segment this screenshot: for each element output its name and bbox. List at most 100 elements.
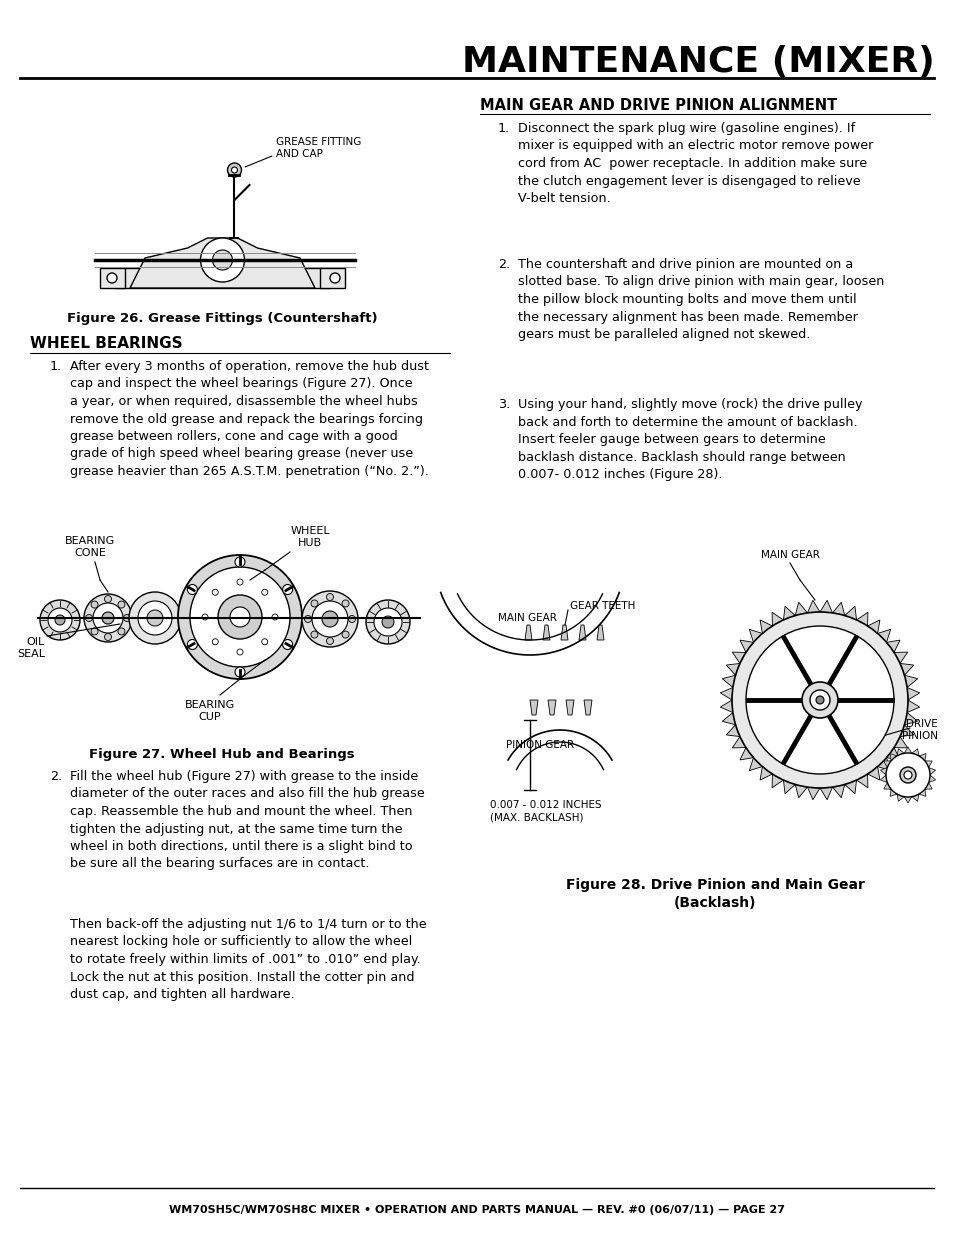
Text: GEAR TEETH: GEAR TEETH: [569, 601, 635, 611]
Circle shape: [311, 631, 317, 638]
Circle shape: [123, 615, 131, 621]
Polygon shape: [820, 787, 832, 800]
Polygon shape: [889, 753, 896, 761]
Circle shape: [118, 627, 125, 635]
Text: Then back-off the adjusting nut 1/6 to 1/4 turn or to the
nearest locking hole o: Then back-off the adjusting nut 1/6 to 1…: [70, 918, 426, 1002]
Polygon shape: [760, 620, 772, 634]
Polygon shape: [899, 663, 913, 676]
Text: BEARING
CONE: BEARING CONE: [65, 536, 115, 558]
Circle shape: [236, 579, 243, 585]
Circle shape: [342, 600, 349, 606]
Polygon shape: [771, 613, 782, 626]
Circle shape: [213, 249, 233, 270]
Polygon shape: [903, 747, 911, 753]
Circle shape: [809, 690, 829, 710]
Polygon shape: [560, 625, 567, 640]
Text: GREASE FITTING
AND CAP: GREASE FITTING AND CAP: [276, 137, 361, 159]
Polygon shape: [597, 625, 603, 640]
Circle shape: [801, 682, 837, 718]
Circle shape: [227, 163, 241, 177]
Polygon shape: [889, 789, 896, 797]
Polygon shape: [880, 776, 886, 783]
Circle shape: [236, 650, 243, 655]
Text: MAIN GEAR: MAIN GEAR: [760, 550, 819, 559]
Polygon shape: [732, 736, 745, 748]
Polygon shape: [740, 640, 753, 652]
Circle shape: [212, 638, 218, 645]
Circle shape: [311, 600, 317, 606]
Circle shape: [190, 567, 290, 667]
Circle shape: [92, 603, 123, 634]
Polygon shape: [927, 776, 935, 783]
Circle shape: [366, 600, 410, 643]
Polygon shape: [782, 781, 795, 794]
Circle shape: [105, 595, 112, 603]
Text: 2.: 2.: [50, 769, 62, 783]
Text: After every 3 months of operation, remove the hub dust
cap and inspect the wheel: After every 3 months of operation, remov…: [70, 359, 429, 478]
Polygon shape: [885, 747, 899, 760]
Text: The countershaft and drive pinion are mounted on a
slotted base. To align drive : The countershaft and drive pinion are mo…: [517, 258, 883, 341]
Polygon shape: [896, 794, 903, 802]
Polygon shape: [918, 753, 925, 761]
Circle shape: [261, 638, 268, 645]
Polygon shape: [530, 700, 537, 715]
Polygon shape: [844, 606, 856, 620]
Polygon shape: [877, 757, 890, 771]
Text: WHEEL
HUB: WHEEL HUB: [290, 526, 330, 548]
Text: Figure 26. Grease Fittings (Countershaft): Figure 26. Grease Fittings (Countershaft…: [67, 312, 377, 325]
Circle shape: [232, 167, 237, 173]
Polygon shape: [782, 606, 795, 620]
Circle shape: [899, 767, 915, 783]
Polygon shape: [885, 640, 899, 652]
Polygon shape: [565, 700, 574, 715]
Circle shape: [105, 634, 112, 641]
Text: WM70SH5C/WM70SH8C MIXER • OPERATION AND PARTS MANUAL — REV. #0 (06/07/11) — PAGE: WM70SH5C/WM70SH8C MIXER • OPERATION AND …: [169, 1205, 784, 1215]
Polygon shape: [893, 736, 907, 748]
Polygon shape: [732, 652, 745, 663]
Circle shape: [202, 614, 208, 620]
Polygon shape: [923, 783, 931, 789]
Text: 0.007 - 0.012 INCHES
(MAX. BACKLASH): 0.007 - 0.012 INCHES (MAX. BACKLASH): [490, 800, 601, 823]
Text: OIL
SEAL: OIL SEAL: [17, 637, 45, 659]
Circle shape: [342, 631, 349, 638]
Circle shape: [304, 615, 312, 622]
Circle shape: [326, 637, 334, 645]
Circle shape: [200, 238, 244, 282]
Text: MAIN GEAR: MAIN GEAR: [497, 613, 557, 622]
Polygon shape: [906, 688, 919, 700]
Text: MAINTENANCE (MIXER): MAINTENANCE (MIXER): [462, 44, 934, 79]
Circle shape: [138, 601, 172, 635]
Circle shape: [40, 600, 80, 640]
Circle shape: [147, 610, 163, 626]
Circle shape: [107, 273, 117, 283]
Circle shape: [91, 601, 98, 608]
Polygon shape: [832, 784, 844, 798]
Polygon shape: [725, 725, 740, 736]
Text: Disconnect the spark plug wire (gasoline engines). If
mixer is equipped with an : Disconnect the spark plug wire (gasoline…: [517, 122, 872, 205]
Polygon shape: [832, 603, 844, 615]
Polygon shape: [893, 652, 907, 663]
Polygon shape: [795, 603, 806, 615]
Polygon shape: [866, 620, 879, 634]
Polygon shape: [906, 700, 919, 713]
Polygon shape: [583, 700, 592, 715]
Polygon shape: [760, 767, 772, 781]
Circle shape: [374, 608, 401, 636]
Circle shape: [86, 615, 92, 621]
Circle shape: [348, 615, 355, 622]
Circle shape: [91, 627, 98, 635]
Circle shape: [187, 640, 197, 650]
Polygon shape: [748, 630, 761, 642]
Text: MAIN GEAR AND DRIVE PINION ALIGNMENT: MAIN GEAR AND DRIVE PINION ALIGNMENT: [479, 98, 837, 112]
Circle shape: [381, 616, 394, 629]
Polygon shape: [771, 774, 782, 788]
Text: BEARING
CUP: BEARING CUP: [185, 700, 234, 722]
Text: WHEEL BEARINGS: WHEEL BEARINGS: [30, 336, 182, 351]
Circle shape: [84, 594, 132, 642]
Polygon shape: [795, 784, 806, 798]
Text: DRIVE
PINION: DRIVE PINION: [901, 719, 937, 741]
Circle shape: [102, 613, 113, 624]
Polygon shape: [524, 625, 532, 640]
Circle shape: [731, 613, 907, 788]
Text: 1.: 1.: [497, 122, 510, 135]
